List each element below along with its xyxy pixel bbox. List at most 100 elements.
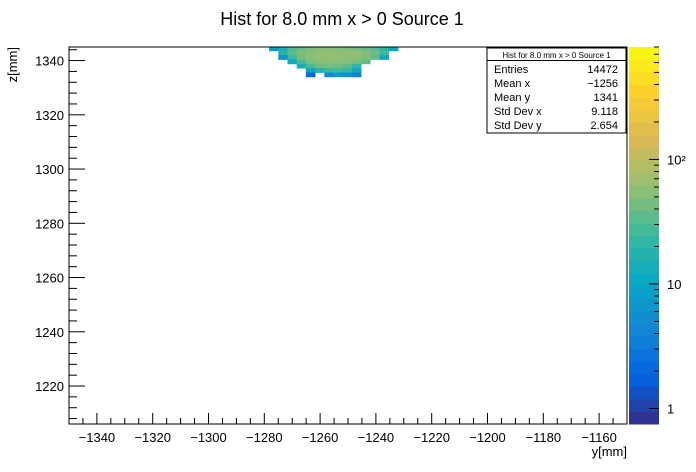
- x-axis-label: y[mm]: [592, 444, 627, 459]
- colorbar-segment: [629, 323, 659, 337]
- colorbar-segment: [629, 122, 659, 136]
- heatmap-cell: [278, 50, 288, 56]
- y-tick-label: 1280: [35, 216, 64, 231]
- y-tick-label: 1300: [35, 162, 64, 177]
- heatmap-cell: [315, 59, 325, 65]
- colorbar-segment: [629, 222, 659, 236]
- y-axis-label: z[mm]: [5, 47, 20, 82]
- heatmap-cell: [315, 47, 325, 52]
- x-tick-label: −1220: [413, 430, 450, 445]
- heatmap-cell: [296, 50, 307, 56]
- stats-value: 9.118: [591, 106, 618, 118]
- heatmap-cell: [342, 59, 353, 65]
- heatmap-cell: [379, 47, 390, 52]
- colorbar-segment: [629, 386, 659, 400]
- heatmap-cell: [287, 47, 298, 52]
- y-tick-label: 1220: [35, 379, 64, 394]
- heatmap-cell: [315, 68, 325, 73]
- y-tick-label: 1320: [35, 108, 64, 123]
- stats-label: Std Dev x: [494, 106, 542, 118]
- heatmap-cell: [315, 50, 325, 56]
- x-tick-label: −1200: [469, 430, 506, 445]
- colorbar-segment: [629, 248, 659, 262]
- colorbar-segment: [629, 185, 659, 199]
- heatmap-cell: [305, 63, 316, 69]
- colorbar-segment: [629, 59, 659, 73]
- heatmap-cell: [333, 63, 344, 69]
- heatmap-cell: [296, 47, 307, 52]
- colorbar-tick-label: 1: [667, 401, 674, 416]
- heatmap-cell: [388, 47, 399, 52]
- y-axis: 1220 1240 1260 1280 1300 1320 1340: [35, 49, 85, 420]
- heatmap-cell: [324, 72, 334, 78]
- heatmap-cell: [351, 59, 362, 65]
- heatmap-cell: [287, 55, 298, 60]
- heatmap-cell: [379, 50, 390, 56]
- colorbar-segment: [629, 109, 659, 123]
- heatmap-cell: [324, 55, 334, 60]
- colorbar-segment: [629, 47, 659, 61]
- heatmap-cell: [305, 55, 316, 60]
- stats-value: −1256: [587, 78, 618, 90]
- colorbar-segment: [629, 348, 659, 362]
- heatmap-cell: [342, 55, 353, 60]
- heatmap-cell: [370, 47, 380, 52]
- heatmap-cell: [333, 68, 344, 73]
- heatmap-cell: [351, 50, 362, 56]
- heatmap-cells: [269, 47, 399, 78]
- colorbar-segment: [629, 197, 659, 211]
- x-tick-label: −1180: [526, 430, 562, 445]
- heatmap-cell: [296, 59, 307, 65]
- heatmap-cell: [287, 59, 298, 65]
- stats-label: Mean y: [494, 92, 531, 104]
- colorbar-segment: [629, 72, 659, 86]
- heatmap-cell: [370, 55, 380, 60]
- stats-label: Std Dev y: [494, 120, 542, 132]
- colorbar-segment: [629, 160, 659, 174]
- colorbar-segment: [629, 273, 659, 287]
- heatmap-cell: [324, 68, 334, 73]
- x-tick-label: −1340: [79, 430, 116, 445]
- heatmap-cell: [361, 59, 371, 65]
- colorbar-segment: [629, 361, 659, 375]
- heatmap-cell: [333, 72, 344, 78]
- colorbar-segment: [629, 398, 659, 412]
- x-tick-label: −1280: [246, 430, 283, 445]
- heatmap-cell: [305, 68, 316, 73]
- colorbar-segment: [629, 97, 659, 111]
- heatmap-cell: [324, 50, 334, 56]
- heatmap-cell: [370, 50, 380, 56]
- x-tick-label: −1260: [302, 430, 339, 445]
- heatmap-cell: [342, 72, 353, 78]
- stats-box-frame: [486, 47, 627, 134]
- chart-title: Hist for 8.0 mm x > 0 Source 1: [220, 9, 464, 29]
- heatmap-cell: [333, 47, 344, 52]
- colorbar-segment: [629, 260, 659, 274]
- heatmap-cell: [278, 55, 288, 60]
- heatmap-cell: [324, 63, 334, 69]
- colorbar-segment: [629, 210, 659, 224]
- heatmap-cell: [333, 59, 344, 65]
- heatmap-cell: [351, 47, 362, 52]
- stats-box: Hist for 8.0 mm x > 0 Source 1 Entries 14…: [486, 47, 627, 134]
- heatmap-cell: [342, 68, 353, 73]
- heatmap-cell: [379, 55, 390, 60]
- heatmap-cell: [315, 55, 325, 60]
- heatmap-cell: [324, 47, 334, 52]
- x-tick-label: −1300: [190, 430, 227, 445]
- heatmap-cell: [296, 55, 307, 60]
- stats-value: 2.654: [590, 120, 618, 132]
- colorbar-segment: [629, 411, 659, 425]
- y-tick-label: 1260: [35, 271, 64, 286]
- heatmap-cell: [361, 47, 371, 52]
- heatmap-cell: [287, 50, 298, 56]
- heatmap-cell: [351, 72, 362, 78]
- heatmap-cell: [361, 55, 371, 60]
- colorbar-tick-label: 10²: [667, 152, 686, 167]
- color-palette-axis: 1 10 10²: [629, 46, 686, 425]
- stats-value: 1341: [594, 92, 618, 104]
- heatmap-cell: [361, 50, 371, 56]
- colorbar-segment: [629, 310, 659, 324]
- colorbar-segment: [629, 84, 659, 98]
